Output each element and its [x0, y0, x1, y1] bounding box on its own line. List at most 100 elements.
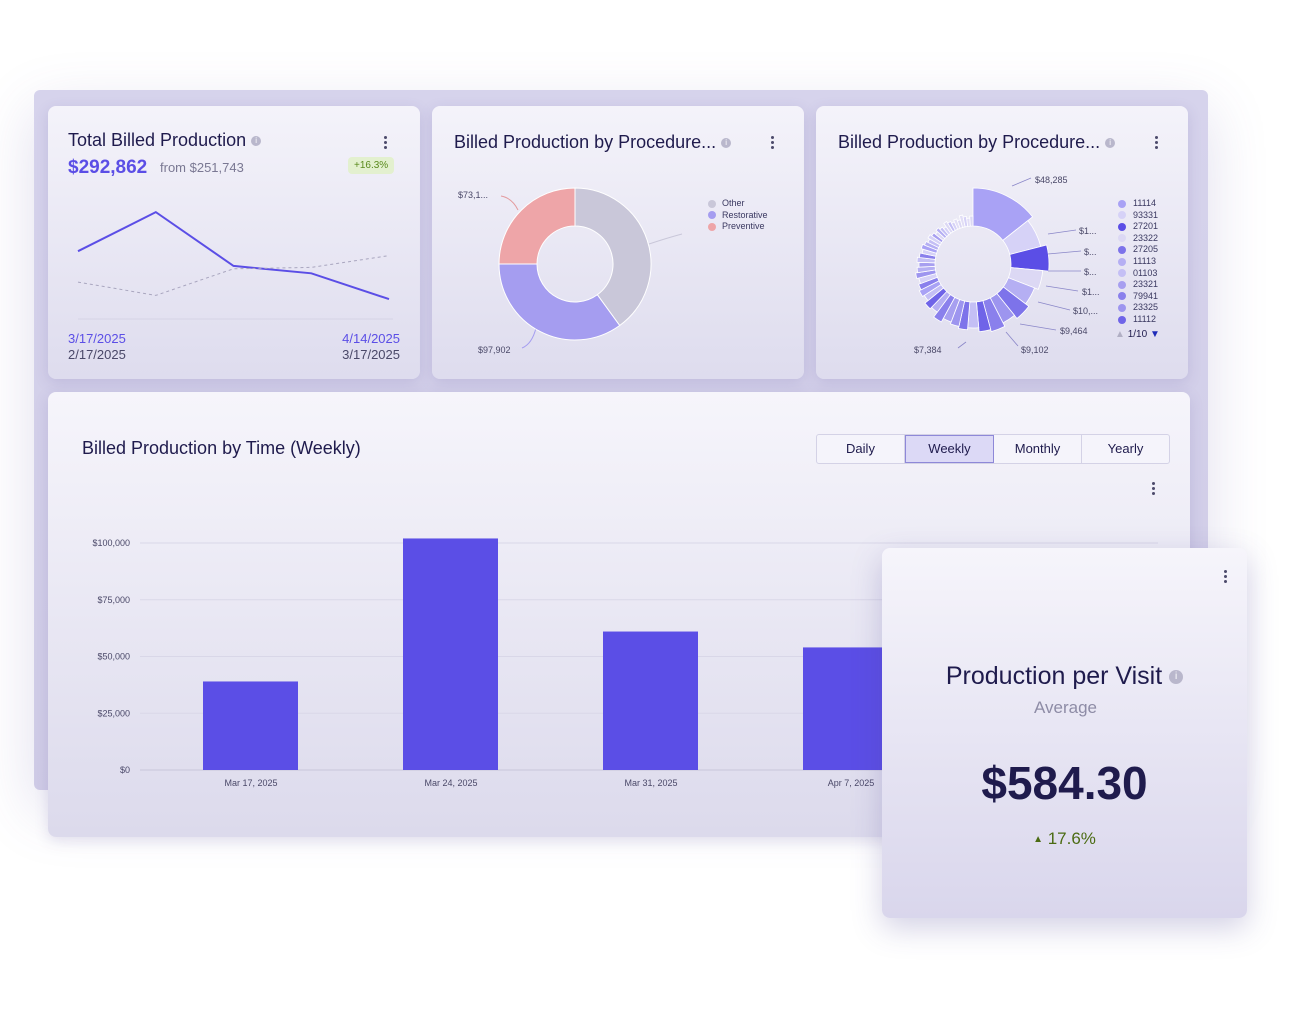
legend-dot: [1118, 315, 1126, 324]
legend-dot: [1118, 257, 1126, 266]
legend-item[interactable]: 01103: [1118, 268, 1158, 280]
leader-line: [1047, 250, 1082, 255]
legend-item-other[interactable]: Other: [708, 198, 768, 210]
more-options-icon[interactable]: [1155, 136, 1159, 149]
production-per-visit-card: Production per Visit i Average $584.30 ▲…: [882, 548, 1247, 918]
donut-slice-restorative[interactable]: [498, 263, 621, 341]
legend-item[interactable]: 23322: [1118, 233, 1158, 245]
leader-line: [1037, 301, 1071, 311]
tab-yearly[interactable]: Yearly: [1107, 441, 1144, 456]
legend-label: 27201: [1133, 221, 1159, 232]
legend-label: 93331: [1133, 209, 1159, 220]
total-billed-production-card: Total Billed Production i $292,862 from …: [48, 106, 420, 379]
info-icon[interactable]: i: [721, 138, 732, 149]
donut-label-top: $73,1...: [458, 190, 488, 200]
legend-dot: [1118, 222, 1126, 231]
donut-legend: Other Restorative Preventive: [708, 198, 768, 233]
y-tick-label: $75,000: [97, 595, 130, 605]
tab-daily[interactable]: Daily: [817, 435, 905, 463]
slice-label: $...: [1084, 267, 1097, 277]
leader-line: [957, 341, 967, 349]
slice-label: $1...: [1082, 287, 1100, 297]
y-tick-label: $50,000: [97, 652, 130, 662]
more-options-icon[interactable]: [1152, 482, 1156, 495]
legend-item[interactable]: 23325: [1118, 302, 1158, 314]
legend-label: 11113: [1133, 255, 1157, 266]
legend-label: 23322: [1133, 232, 1159, 243]
change-badge: +16.3%: [348, 157, 395, 174]
change-indicator: ▲ 17.6%: [1033, 829, 1096, 848]
legend-item-restorative[interactable]: Restorative: [708, 210, 768, 222]
card-title: Total Billed Production i: [68, 130, 262, 151]
legend-item-preventive[interactable]: Preventive: [708, 221, 768, 233]
legend-label: 79941: [1133, 290, 1159, 301]
donut-slice-preventive[interactable]: [498, 187, 576, 265]
legend-label: 27205: [1133, 244, 1159, 255]
more-options-icon[interactable]: [771, 136, 775, 149]
legend-label: 01103: [1133, 267, 1158, 278]
legend-dot: [1118, 292, 1126, 301]
more-options-icon[interactable]: [384, 136, 388, 149]
card-title: Billed Production by Procedure... i: [454, 132, 732, 153]
legend-dot: [708, 211, 716, 220]
legend-dot: [1118, 303, 1126, 312]
compare-value: from $251,743: [160, 160, 244, 175]
bar[interactable]: [403, 538, 498, 770]
legend-label: 11112: [1133, 313, 1157, 324]
legend-dot: [1118, 199, 1126, 208]
leader-line: [1047, 229, 1077, 235]
legend-pager: ▲ 1/10 ▼: [1115, 329, 1160, 340]
x-tick-label: Mar 24, 2025: [424, 778, 477, 788]
info-icon[interactable]: i: [251, 136, 262, 147]
leader-line: [1011, 177, 1032, 187]
procedure-donut-card: Billed Production by Procedure... i $73,…: [432, 106, 804, 379]
donut-slice[interactable]: [969, 215, 974, 227]
card-title: Production per Visit i: [882, 662, 1247, 691]
y-tick-label: $0: [120, 765, 130, 775]
y-tick-label: $25,000: [97, 708, 130, 718]
legend-item[interactable]: 79941: [1118, 291, 1158, 303]
total-value: $292,862: [68, 157, 148, 178]
legend-item[interactable]: 27201: [1118, 221, 1158, 233]
x-tick-label: Mar 31, 2025: [624, 778, 677, 788]
average-value: $584.30: [981, 757, 1148, 809]
current-period-line: [77, 210, 390, 301]
pager-next-icon[interactable]: ▼: [1149, 329, 1160, 340]
slice-label: $48,285: [1035, 175, 1068, 185]
bar[interactable]: [203, 681, 298, 770]
bar[interactable]: [603, 631, 698, 770]
legend-dot: [708, 222, 716, 231]
procedure-code-donut-chart: $48,285 $1... $... $... $1... $10,... $9…: [914, 175, 1100, 355]
date-previous-end: 3/17/2025: [342, 347, 400, 362]
slice-label: $1...: [1079, 226, 1097, 236]
slice-label: $10,...: [1073, 306, 1098, 316]
legend-item[interactable]: 27205: [1118, 244, 1158, 256]
info-icon[interactable]: i: [1169, 670, 1184, 685]
legend-item[interactable]: 93331: [1118, 210, 1158, 222]
legend-item[interactable]: 11112: [1118, 314, 1158, 326]
legend-label: 23325: [1133, 302, 1159, 313]
slice-label: $9,102: [1021, 345, 1049, 355]
legend-item[interactable]: 11114: [1118, 198, 1158, 210]
date-current-start: 3/17/2025: [68, 331, 126, 346]
info-icon[interactable]: i: [1105, 138, 1116, 149]
legend-item[interactable]: 23321: [1118, 279, 1158, 291]
donut-slice-other[interactable]: [574, 187, 652, 327]
more-options-icon[interactable]: [1224, 570, 1228, 583]
tab-monthly[interactable]: Monthly: [994, 435, 1082, 463]
legend-dot: [1118, 234, 1126, 243]
legend-dot: [1118, 269, 1126, 278]
weekly-bar-chart: $0 $25,000 $50,000 $75,000 $100,000 Mar 17, 2…: [92, 538, 1158, 788]
procedure-code-legend: 11114 93331 27201 23322 27205 11113 01103 23321…: [1118, 198, 1158, 326]
pager-prev-icon[interactable]: ▲: [1115, 329, 1125, 340]
time-granularity-tabs: Daily Weekly Monthly Yearly: [816, 434, 1170, 464]
donut-slice[interactable]: [972, 187, 1034, 241]
legend-item[interactable]: 11113: [1118, 256, 1158, 268]
x-tick-label: Mar 17, 2025: [224, 778, 277, 788]
legend-dot: [708, 199, 716, 208]
tab-weekly[interactable]: Weekly: [905, 435, 994, 463]
x-tick-label: Apr 7, 2025: [828, 778, 875, 788]
legend-label: 11114: [1133, 198, 1157, 208]
date-current-end: 4/14/2025: [342, 331, 400, 346]
slice-label: $9,464: [1060, 326, 1088, 336]
